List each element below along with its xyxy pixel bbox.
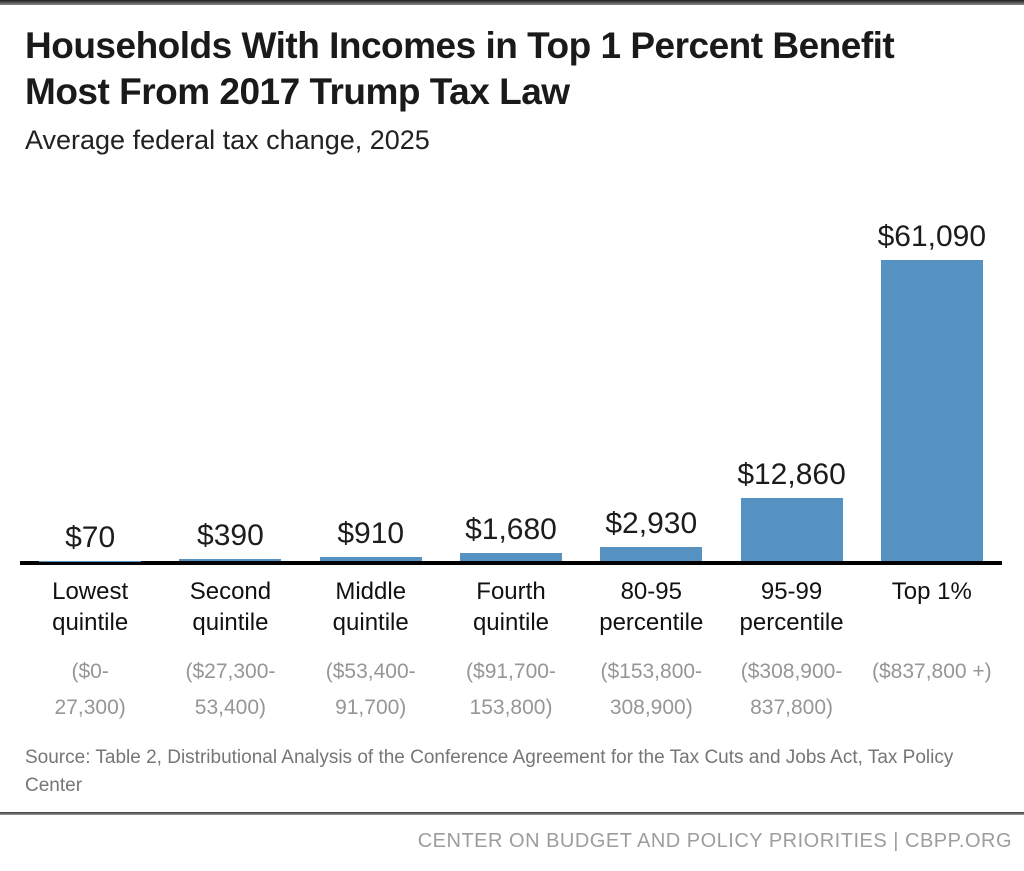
income-range-label: ($27,300- 53,400) <box>185 660 276 719</box>
chart-column: $70 <box>20 218 160 561</box>
income-range-label: ($308,900- 837,800) <box>740 660 843 719</box>
bar-value-label: $910 <box>337 516 405 550</box>
income-range-label: ($153,800- 308,900) <box>600 660 703 719</box>
chart-column: $12,860 <box>721 218 861 561</box>
bar <box>600 546 703 561</box>
income-range-axis: ($0- 27,300) ($27,300- 53,400) ($53,400- 91,7… <box>20 654 1002 726</box>
chart-header: Households With Incomes in Top 1 Percent… <box>0 5 1024 156</box>
bar-value-label: $70 <box>65 520 116 554</box>
category-label: Second quintile <box>189 578 272 636</box>
category-label: Lowest quintile <box>52 578 129 636</box>
bar-value-label: $12,860 <box>737 457 846 491</box>
category-axis: Lowest quintile Second quintile Middle quinti… <box>20 576 1002 638</box>
chart-column: $1,680 <box>441 218 581 561</box>
chart-column: $61,090 <box>862 218 1002 561</box>
income-range-label: ($837,800 +) <box>871 660 992 683</box>
top-rule <box>0 0 1024 5</box>
chart-plot: $70 $390 $910 $1,680 $2,930 $12,860 $61,090 <box>20 218 1002 561</box>
bar <box>740 497 843 561</box>
footer-divider <box>0 812 1024 815</box>
category-label: Fourth quintile <box>472 578 550 636</box>
category-label: 80-95 percentile <box>599 578 704 636</box>
income-range-label: ($53,400- 91,700) <box>325 660 416 719</box>
chart-column: $390 <box>160 218 300 561</box>
bar-value-label: $61,090 <box>877 220 987 253</box>
footer-branding: CENTER ON BUDGET AND POLICY PRIORITIES |… <box>417 830 1012 852</box>
bar <box>459 552 562 561</box>
income-range-label: ($0- 27,300) <box>54 660 126 719</box>
category-label: Middle quintile <box>332 578 409 636</box>
chart-column: $910 <box>301 218 441 561</box>
bar <box>880 260 983 561</box>
income-range-label: ($91,700- 153,800) <box>466 660 556 719</box>
bar-value-label: $1,680 <box>465 512 557 546</box>
source-note: Source: Table 2, Distributional Analysis… <box>25 747 954 796</box>
chart-title: Households With Incomes in Top 1 Percent… <box>25 25 895 112</box>
bar-value-label: $390 <box>197 519 264 553</box>
bar-value-label: $2,930 <box>605 506 698 540</box>
category-label: 95-99 percentile <box>739 578 844 636</box>
chart-column: $2,930 <box>581 218 721 561</box>
x-axis-line <box>20 561 1002 565</box>
bar-chart: $70 $390 $910 $1,680 $2,930 $12,860 $61,090 Lo… <box>20 218 1002 726</box>
category-label: Top 1% <box>891 578 972 605</box>
bar <box>179 559 282 561</box>
chart-subtitle: Average federal tax change, 2025 <box>25 125 430 155</box>
bar <box>319 556 422 561</box>
